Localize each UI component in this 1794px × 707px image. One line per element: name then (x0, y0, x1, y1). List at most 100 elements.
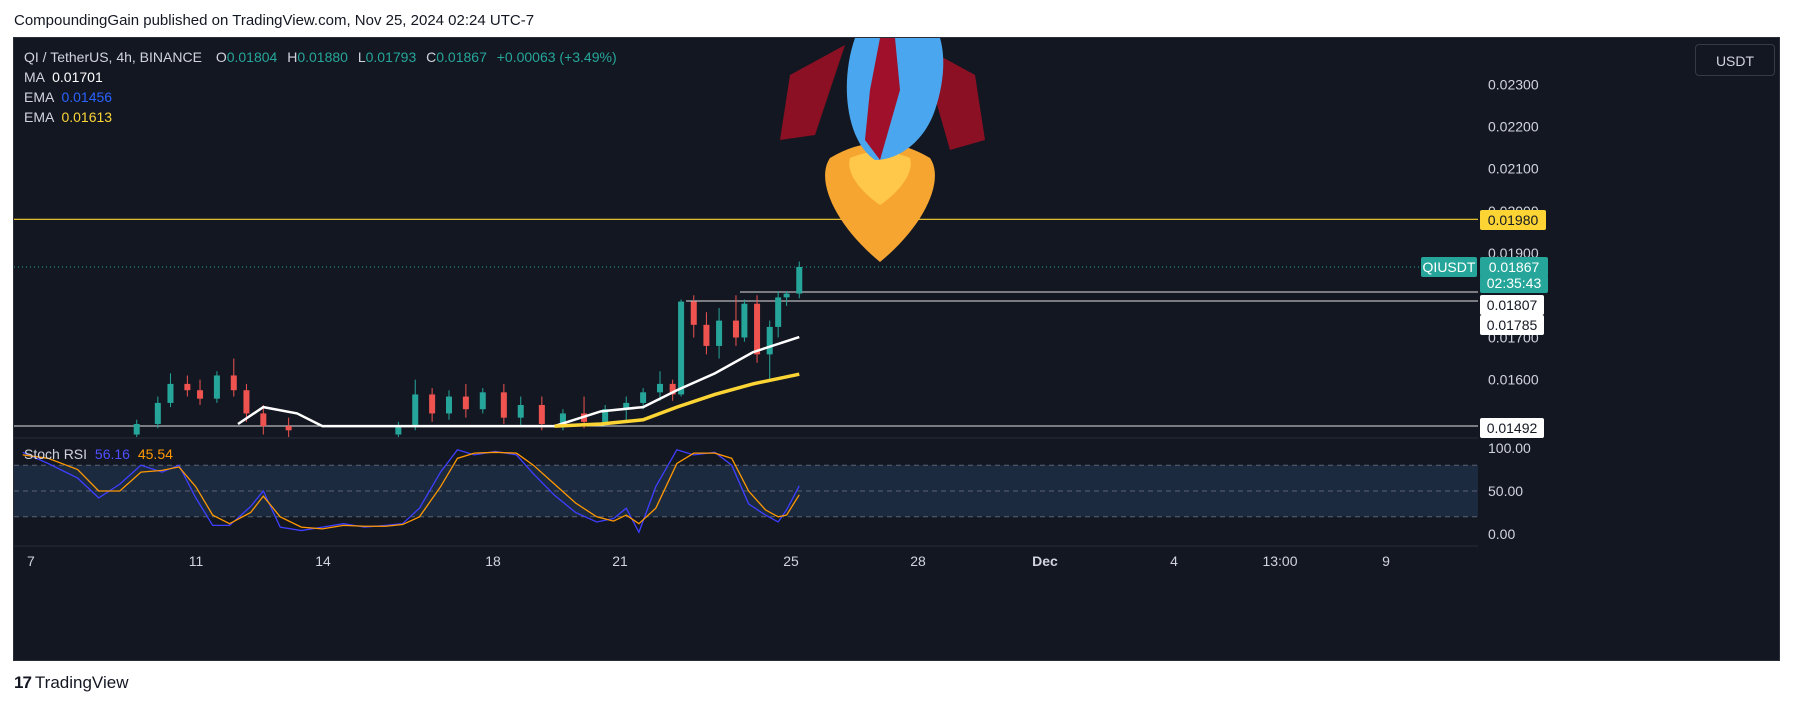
candle-body (395, 426, 402, 435)
ema-slow-label: EMA (24, 109, 54, 125)
countdown-label: 02:35:43 (1487, 275, 1542, 291)
open-value: 0.01804 (226, 49, 278, 65)
change-value: +0.00063 (+3.49%) (496, 49, 617, 65)
candle-body (462, 396, 469, 410)
candle-body (197, 390, 204, 399)
symbol-price-tag-bg (1421, 257, 1477, 277)
x-tick-label: 18 (485, 553, 501, 569)
candle-body (602, 409, 609, 422)
price-tick-label: 0.02200 (1488, 118, 1539, 134)
candle-body (690, 301, 697, 325)
level-b-label: 0.01785 (1487, 317, 1538, 333)
level-a-label: 0.01807 (1487, 297, 1538, 313)
candle-body (184, 383, 191, 391)
candle-body (716, 320, 723, 346)
candle-body (657, 383, 663, 393)
candle-body (167, 383, 174, 403)
resistance-price-label-bg (1480, 210, 1546, 230)
candle-body (446, 396, 452, 414)
stoch-tick-label: 0.00 (1488, 526, 1515, 542)
tradingview-logo-text: TradingView (34, 673, 129, 692)
level-c-label: 0.01492 (1487, 420, 1538, 436)
level-b-label-bg (1480, 315, 1544, 335)
candle-body (538, 404, 545, 424)
x-tick-label: 14 (315, 553, 331, 569)
candle-body (754, 303, 761, 355)
current-price-label-bg (1480, 257, 1548, 277)
open-label: O (215, 49, 227, 65)
symbol-price-tag: QIUSDT (1423, 259, 1476, 275)
candle-body (741, 303, 748, 338)
stoch-rsi-legend[interactable]: Stoch RSI 56.16 45.54 (24, 446, 173, 462)
ma-legend[interactable]: MA 0.01701 (24, 69, 103, 85)
candle-body (732, 320, 739, 338)
stoch-tick-label: 50.00 (1488, 483, 1523, 499)
level-c-label-bg (1480, 418, 1544, 438)
close-value: 0.01867 (436, 49, 487, 65)
x-tick-label: 21 (612, 553, 628, 569)
candle-body (559, 413, 566, 424)
candle-body (285, 426, 292, 431)
candle-body (243, 390, 250, 414)
x-tick-label: 13:00 (1262, 553, 1297, 569)
stoch-k-value: 56.16 (94, 446, 130, 462)
ma-label: MA (24, 69, 45, 85)
candle-body (154, 402, 161, 424)
close-label: C (426, 49, 437, 65)
stoch-k-line (22, 448, 800, 534)
price-tick-label: 0.01600 (1488, 372, 1539, 388)
stoch-lines (22, 448, 800, 534)
x-tick-label: 28 (910, 553, 926, 569)
rocket-icon (780, 38, 985, 262)
x-tick-label: Dec (1032, 553, 1058, 569)
candle-body (133, 423, 140, 435)
x-tick-label: 9 (1382, 553, 1390, 569)
candle-body (479, 392, 486, 410)
candle-body (260, 413, 267, 427)
symbol-legend: QI / TetherUS, 4h, BINANCE O0.01804 H0.0… (24, 49, 617, 65)
x-tick-label: 7 (27, 553, 35, 569)
publish-header: CompoundingGain published on TradingView… (14, 12, 535, 29)
chart-panel[interactable] (13, 37, 1780, 661)
candle-body (783, 293, 790, 298)
ema-slow-line (554, 372, 800, 428)
candle-body (640, 392, 647, 403)
ma-value: 0.01701 (52, 69, 103, 85)
symbol-name: QI / TetherUS, 4h, BINANCE (24, 49, 202, 65)
candle-body (213, 375, 220, 399)
candle-body (703, 324, 710, 346)
high-label: H (287, 49, 298, 65)
candle-body (766, 326, 773, 355)
tradingview-logo-icon: 17 (14, 673, 32, 692)
candle-body (230, 375, 237, 391)
current-price-label: 0.01867 (1489, 259, 1540, 275)
ema-fast-label: EMA (24, 89, 54, 105)
stoch-d-line (22, 451, 800, 530)
stoch-rsi-label: Stoch RSI (24, 446, 88, 462)
countdown-label-bg (1480, 275, 1548, 293)
ema-fast-legend[interactable]: EMA 0.01456 (24, 89, 112, 105)
tradingview-logo[interactable]: 17 TradingView (14, 673, 128, 693)
resistance-price-label: 0.01980 (1488, 212, 1539, 228)
ema-slow-legend[interactable]: EMA 0.01613 (24, 109, 112, 125)
low-value: 0.01793 (365, 49, 417, 65)
high-value: 0.01880 (297, 49, 348, 65)
price-tick-label: 0.02100 (1488, 161, 1539, 177)
ma-line (237, 335, 800, 428)
level-a-label-bg (1480, 295, 1544, 315)
candle-body (775, 297, 782, 327)
low-label: L (357, 49, 366, 65)
ema-fast-value: 0.01456 (61, 89, 113, 105)
x-tick-label: 11 (189, 553, 204, 569)
ema-slow-value: 0.01613 (61, 109, 113, 125)
stoch-d-value: 45.54 (137, 446, 173, 462)
stoch-tick-label: 100.00 (1488, 440, 1531, 456)
candle-body (500, 392, 507, 418)
candle-body (796, 267, 803, 294)
candle-body (429, 394, 436, 414)
currency-selector-button[interactable]: USDT (1695, 44, 1775, 76)
candle-body (623, 402, 630, 410)
x-tick-label: 4 (1170, 553, 1178, 569)
price-tick-label: 0.02300 (1488, 76, 1539, 92)
